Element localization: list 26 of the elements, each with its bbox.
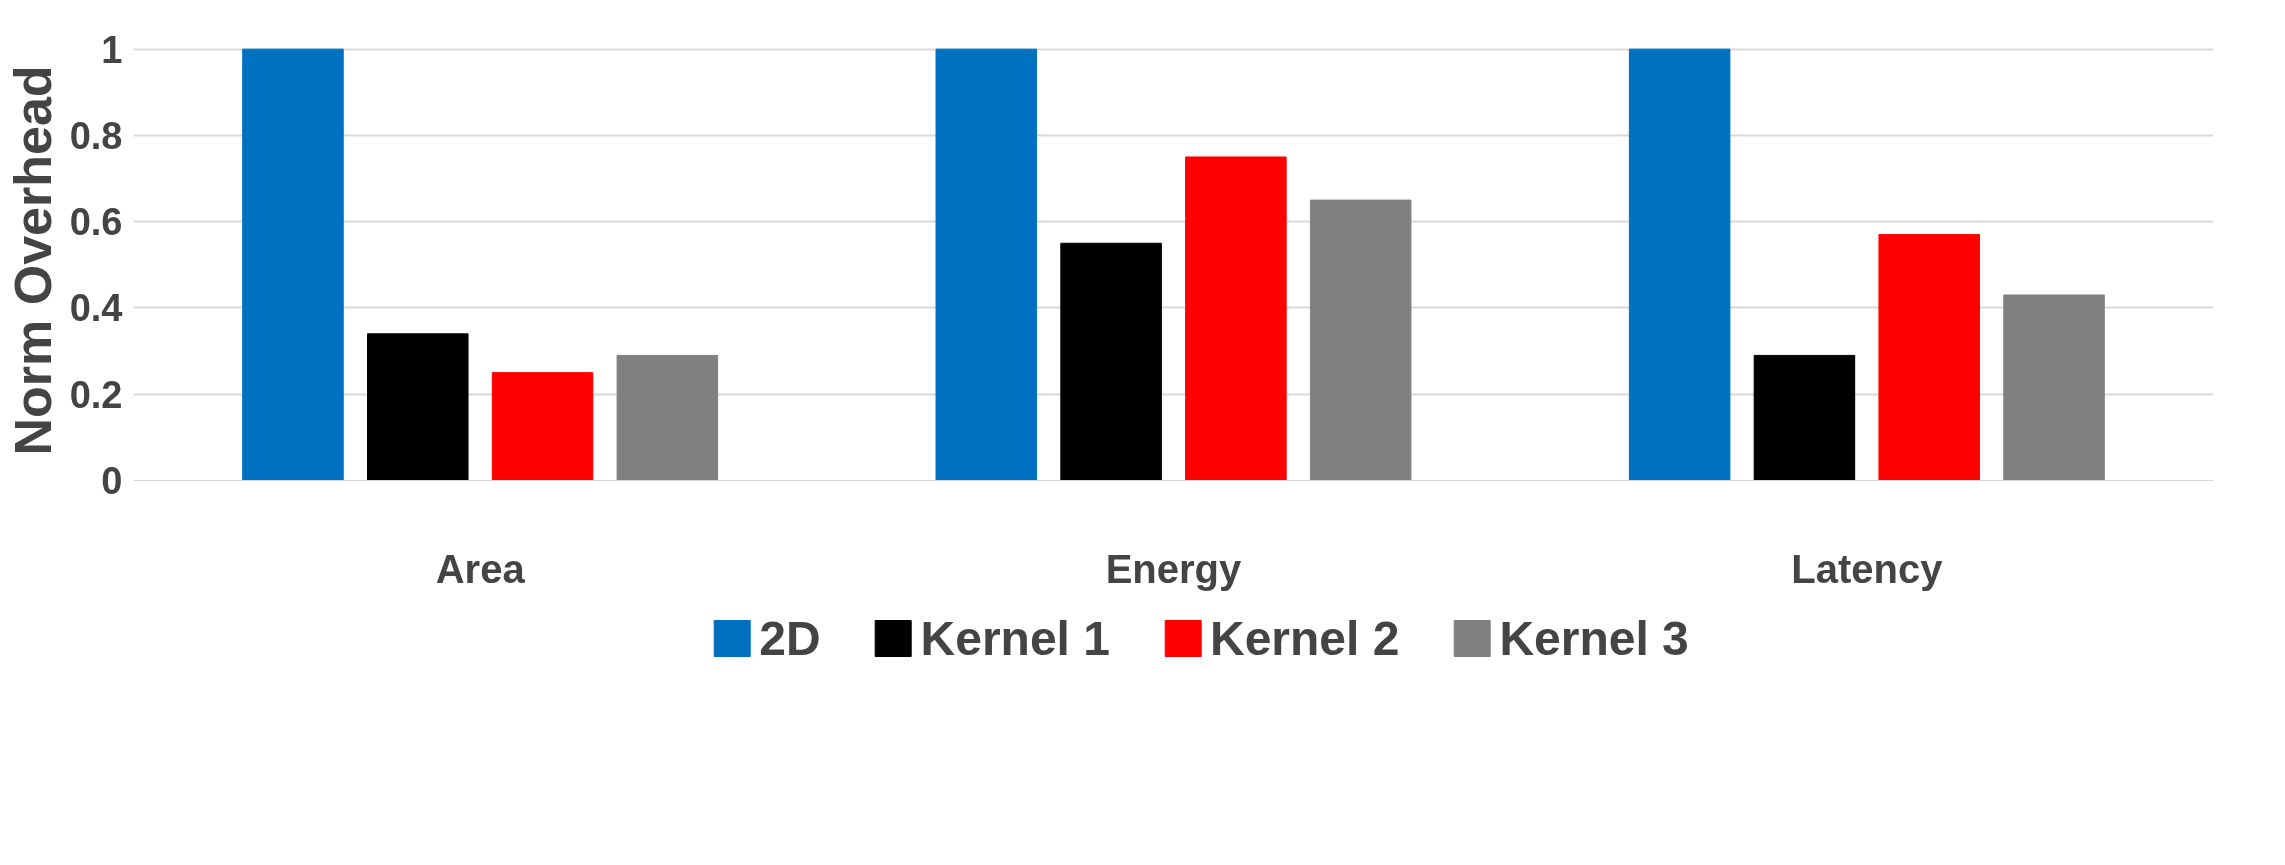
bar [616,354,719,481]
bar [367,333,469,481]
legend-label: Kernel 3 [1499,610,1689,666]
y-tick-label: 0.6 [69,201,123,244]
legend-label: Kernel 1 [920,610,1110,666]
y-axis-title: Norm Overhead [3,65,62,456]
legend-label: 2D [759,610,821,666]
bar [2003,294,2105,481]
bar [491,372,594,481]
bar [1753,354,1856,481]
y-tick-label: 0.4 [69,287,123,330]
y-tick-label: 1 [101,28,123,71]
y-tick-label: 0.2 [69,373,123,416]
y-tick-label: 0.8 [69,114,123,157]
bar [1309,199,1412,481]
bar [1628,48,1731,481]
bar [242,48,344,481]
x-tick-label: Latency [1791,546,1944,591]
bar [935,48,1038,481]
x-tick-label: Area [435,546,526,591]
x-tick-label: Energy [1105,546,1243,591]
legend-label: Kernel 2 [1209,610,1400,666]
bar [1060,242,1162,481]
y-tick-label: 0 [101,460,123,502]
bar [1878,234,1980,481]
bar [1185,156,1287,481]
